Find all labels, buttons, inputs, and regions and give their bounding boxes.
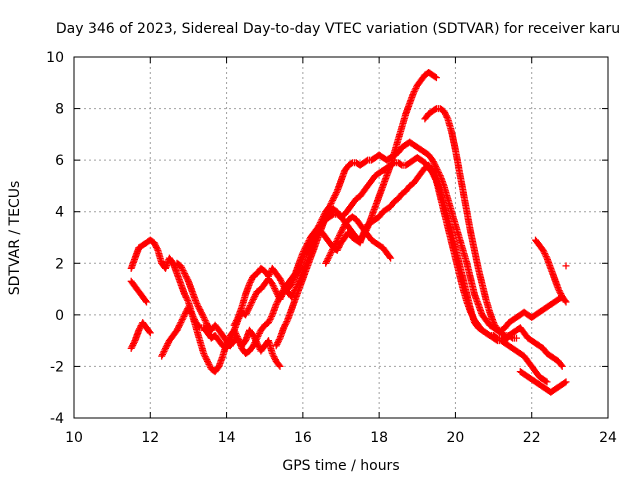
series-arc-g: [272, 69, 440, 350]
x-axis-label: GPS time / hours: [282, 458, 399, 474]
marker-set: [516, 368, 570, 396]
marker-set: [230, 154, 551, 386]
y-tick-label: 4: [55, 205, 64, 221]
y-tick-label: -2: [50, 359, 64, 375]
series-arc-j: [516, 368, 570, 396]
y-tick-label: -4: [50, 411, 64, 427]
y-tick-label: 8: [55, 102, 64, 118]
axis-ticks: [73, 56, 609, 419]
series-arc-a: [127, 236, 284, 376]
y-tick-label: 2: [55, 256, 64, 272]
y-axis-label: SDTVAR / TECUs: [7, 181, 23, 296]
series-arc-k: [532, 236, 570, 306]
marker-set: [532, 236, 570, 306]
series-arc-h: [421, 105, 520, 342]
marker-set: [562, 262, 570, 270]
marker-set: [421, 105, 520, 342]
x-tick-label: 10: [65, 430, 83, 446]
x-tick-label: 20: [447, 430, 465, 446]
y-tick-label: 10: [46, 50, 64, 66]
series-arc-i: [322, 213, 395, 267]
x-tick-label: 12: [141, 430, 159, 446]
series-arc-b: [127, 277, 150, 306]
series-arc-l: [562, 262, 570, 270]
plot-frame: [73, 56, 609, 419]
marker-set: [127, 236, 284, 376]
chart-title: Day 346 of 2023, Sidereal Day-to-day VTE…: [56, 21, 620, 37]
marker-set: [127, 319, 154, 352]
data-marks: [127, 69, 570, 396]
marker-set: [272, 69, 440, 350]
x-tick-labels: 10 12 14 16 18 20 22 24: [65, 430, 617, 446]
y-tick-labels: -4 -2 0 2 4 6 8 10: [46, 50, 64, 427]
marker-set: [127, 277, 150, 306]
y-tick-label: 0: [55, 308, 64, 324]
x-tick-label: 14: [218, 430, 236, 446]
x-tick-label: 22: [523, 430, 541, 446]
y-tick-label: 6: [55, 153, 64, 169]
series-arc-c: [127, 319, 154, 352]
x-tick-label: 18: [370, 430, 388, 446]
series-arc-f: [230, 154, 551, 386]
x-tick-label: 16: [294, 430, 312, 446]
marker-set: [322, 213, 395, 267]
x-tick-label: 24: [599, 430, 617, 446]
